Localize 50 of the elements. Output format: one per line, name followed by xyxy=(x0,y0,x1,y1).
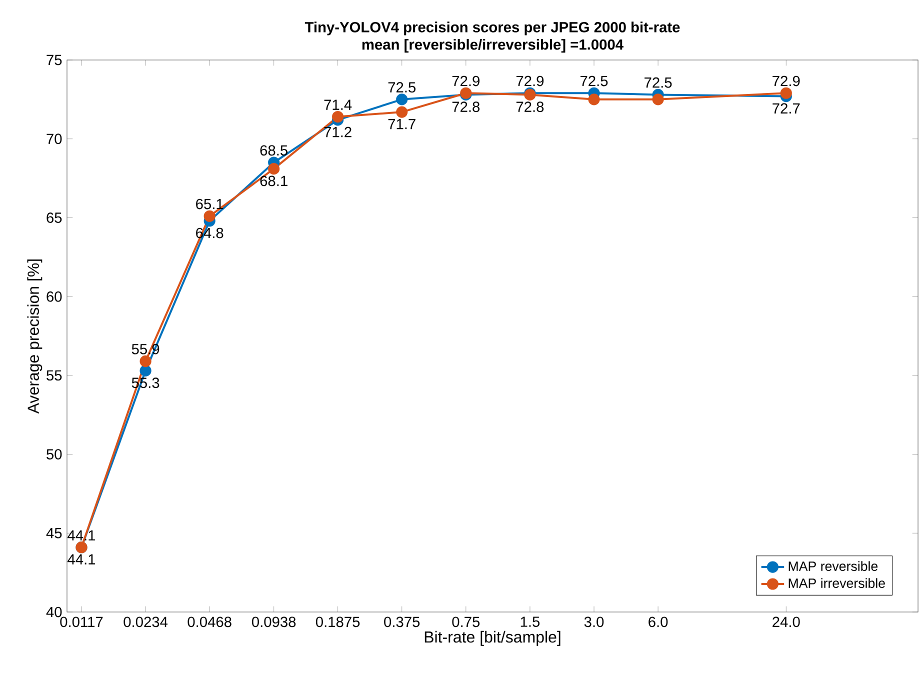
data-label: 72.9 xyxy=(516,76,544,86)
x-tick-label: 0.375 xyxy=(384,616,420,628)
x-tick-label: 0.0234 xyxy=(124,616,168,628)
point xyxy=(588,94,600,106)
x-tick-label: 0.0938 xyxy=(252,616,296,628)
point xyxy=(396,94,408,106)
point xyxy=(396,106,408,118)
y-tick-label: 70 xyxy=(46,134,62,144)
chart-subtitle: mean [reversible/irreversible] =1.0004 xyxy=(362,38,624,53)
y-tick-label: 60 xyxy=(46,291,62,302)
data-label: 72.8 xyxy=(452,102,480,112)
data-label: 68.1 xyxy=(260,176,288,186)
data-label: 72.5 xyxy=(388,82,416,92)
data-label: 71.7 xyxy=(388,118,416,130)
data-label: 71.2 xyxy=(324,126,352,138)
y-tick-label: 65 xyxy=(46,212,62,223)
y-tick-label: 45 xyxy=(46,528,62,538)
point xyxy=(268,163,280,175)
x-tick-label: 0.1875 xyxy=(316,616,360,628)
point xyxy=(652,94,664,106)
x-axis-title: Bit-rate [bit/sample] xyxy=(424,630,560,646)
x-tick-label: 0.0117 xyxy=(60,616,103,628)
legend-label: MAP irreversible xyxy=(788,578,885,588)
data-label: 72.7 xyxy=(772,103,800,114)
legend-label: MAP reversible xyxy=(788,561,878,571)
data-label: 72.9 xyxy=(452,76,480,86)
point xyxy=(204,210,216,222)
y-tick-label: 55 xyxy=(46,370,62,381)
data-label: 71.4 xyxy=(324,100,352,110)
x-tick-label: 0.0468 xyxy=(188,616,232,628)
y-tick-label: 50 xyxy=(46,449,62,460)
y-axis-title: Average precision [%] xyxy=(27,260,42,414)
x-tick-label: 1.5 xyxy=(520,616,540,627)
data-label: 72.9 xyxy=(772,76,800,86)
data-label: 65.1 xyxy=(196,198,224,210)
x-tick-label: 24.0 xyxy=(772,616,800,628)
x-tick-label: 6.0 xyxy=(648,616,668,628)
chart-title: Tiny-YOLOV4 precision scores per JPEG 2000 bit-rate xyxy=(304,22,680,36)
data-label: 72.5 xyxy=(580,76,608,86)
data-label: 68.5 xyxy=(260,145,288,156)
x-tick-label: 3.0 xyxy=(584,616,604,628)
point xyxy=(140,355,152,368)
x-tick-label: 0.75 xyxy=(452,616,480,628)
data-label: 72.5 xyxy=(644,77,672,88)
point xyxy=(140,364,152,376)
data-label: 44.1 xyxy=(68,554,96,564)
data-label: 72.8 xyxy=(516,102,544,112)
point xyxy=(332,110,344,123)
y-tick-label: 40 xyxy=(46,606,62,618)
y-tick-label: 75 xyxy=(46,54,62,66)
